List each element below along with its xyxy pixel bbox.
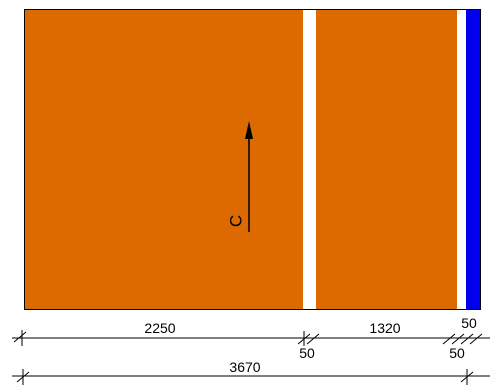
dimension-ticks-upper [13, 330, 483, 346]
gap-left [303, 10, 316, 309]
section-letter: C [226, 215, 245, 227]
dim-gap-a: 50 [299, 345, 315, 361]
direction-arrow-head [245, 121, 253, 139]
dim-gap-b: 50 [449, 345, 465, 361]
tick-upper-3 [306, 333, 320, 345]
dim-panel-a: 2250 [144, 320, 175, 336]
dimension-ticks-lower [16, 369, 474, 385]
tick-upper-1 [13, 331, 27, 343]
panel-left [25, 10, 303, 309]
tick-upper-5 [451, 333, 465, 345]
blue-edge-strip [466, 10, 480, 309]
dim-panel-b: 1320 [369, 320, 400, 336]
dim-total: 3670 [229, 359, 260, 375]
tick-upper-6 [460, 333, 474, 345]
panel-right [316, 10, 457, 309]
tick-upper-7 [469, 333, 483, 345]
tick-upper-4 [442, 333, 456, 345]
outer-frame [24, 9, 481, 310]
dim-edge: 50 [461, 315, 477, 331]
gap-right [457, 10, 466, 309]
